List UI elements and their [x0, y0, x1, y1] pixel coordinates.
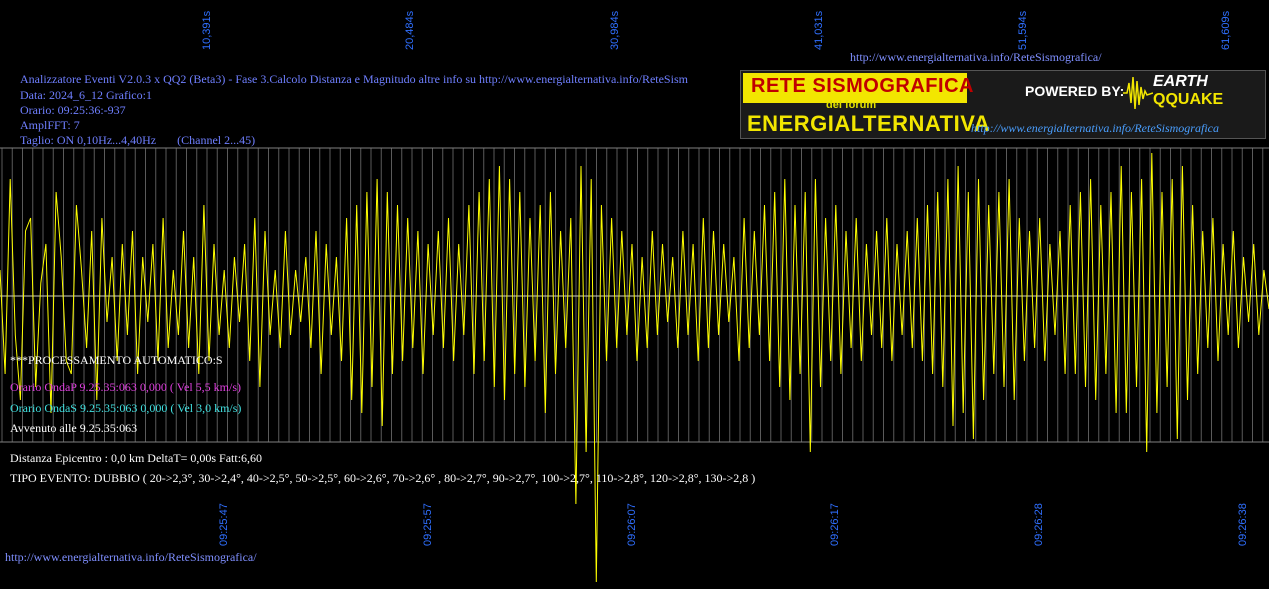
logo-powered-by: POWERED BY: — [1025, 83, 1125, 99]
title-line: Analizzatore Eventi V2.0.3 x QQ2 (Beta3)… — [20, 72, 688, 86]
onda-s-time: Orario OndaS 9.25.35:063 0,000 ( Vel 3,0… — [10, 401, 242, 415]
bottom-tick-6: 09:26:38 — [1237, 503, 1249, 546]
top-tick-2: 20,484s — [404, 10, 416, 50]
top-tick-6: 61,609s — [1220, 10, 1232, 50]
logo-title: RETE SISMOGRAFICA — [751, 75, 974, 97]
processing-title: ***PROCESSAMENTO AUTOMATICO:S — [10, 353, 223, 367]
tipo-evento: TIPO EVENTO: DUBBIO ( 20->2,3°, 30->2,4°… — [10, 471, 756, 485]
bottom-tick-3: 09:26:07 — [626, 503, 638, 546]
logo-yellow-band — [743, 73, 967, 103]
avvenuto-time: Avvenuto alle 9.25.35:063 — [10, 421, 138, 435]
onda-p-time: Orario OndaP 9.25.35:063 0,000 ( Vel 5,5… — [10, 380, 241, 394]
rete-sismografica-logo: RETE SISMOGRAFICA del forum ENERGIALTERN… — [740, 70, 1266, 139]
top-tick-3: 30,984s — [609, 10, 621, 50]
bottom-tick-2: 09:25:57 — [422, 503, 434, 546]
bottom-tick-1: 09:25:47 — [218, 503, 230, 546]
logo-brand-qquake: QQUAKE — [1153, 91, 1224, 108]
top-url-link[interactable]: http://www.energialternativa.info/ReteSi… — [850, 50, 1102, 64]
bottom-tick-4: 09:26:17 — [829, 503, 841, 546]
logo-brand-earth: EARTH — [1153, 73, 1208, 90]
data-line: Data: 2024_6_12 Grafico:1 — [20, 88, 152, 102]
taglio-line: Taglio: ON 0,10Hz...4,40Hz (Channel 2...… — [20, 133, 256, 147]
top-tick-5: 51,594s — [1017, 10, 1029, 50]
bottom-tick-5: 09:26:28 — [1033, 503, 1045, 546]
distanza-epicentro: Distanza Epicentro : 0,0 km DeltaT= 0,00… — [10, 451, 263, 465]
top-tick-1: 10,391s — [201, 10, 213, 50]
seismic-trace — [0, 152, 1269, 583]
logo-forum-name: ENERGIALTERNATIVA — [747, 111, 991, 136]
logo-subtitle: del forum — [826, 99, 877, 111]
ampl-line: AmplFFT: 7 — [20, 118, 80, 132]
top-tick-4: 41,031s — [813, 10, 825, 50]
footer-url-link[interactable]: http://www.energialternativa.info/ReteSi… — [5, 550, 257, 564]
orario-line: Orario: 09:25:36:-937 — [20, 103, 126, 117]
logo-url[interactable]: http://www.energialternativa.info/ReteSi… — [971, 121, 1219, 135]
seismic-wave-icon — [1123, 76, 1153, 110]
